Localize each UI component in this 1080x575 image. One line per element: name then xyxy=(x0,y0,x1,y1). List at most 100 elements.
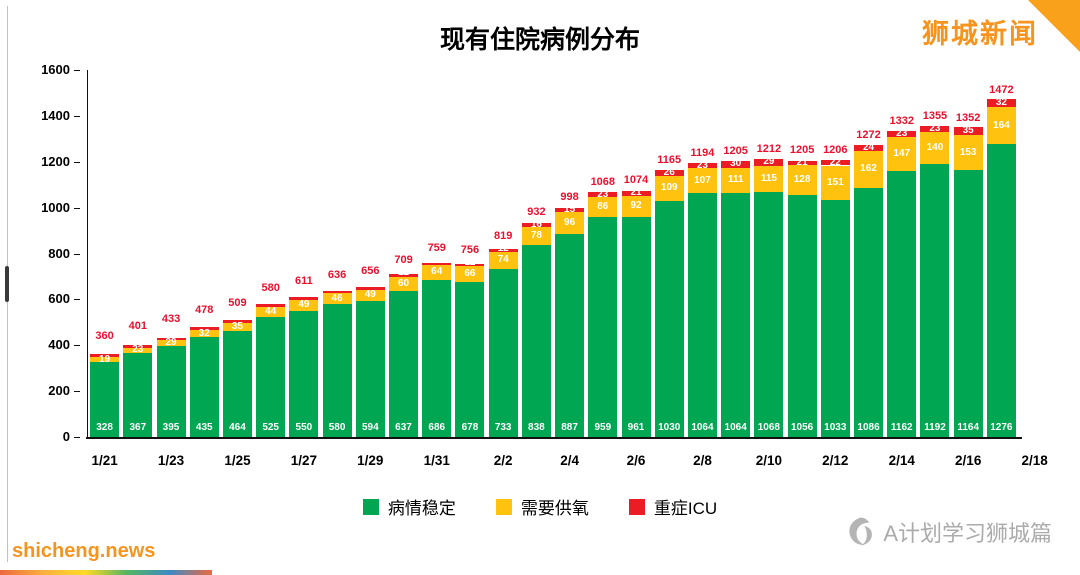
bar-value-stable: 525 xyxy=(262,422,279,433)
bar-total-label: 1352 xyxy=(955,111,981,124)
bar-value-icu: 32 xyxy=(995,97,1007,108)
bar-total-label: 1472 xyxy=(989,84,1014,96)
bar-value-stable: 1056 xyxy=(790,422,814,433)
bar-segment-oxygen xyxy=(787,165,817,195)
phoenix-bird-icon xyxy=(849,517,873,546)
legend-label-oxygen: 需要供氧 xyxy=(520,499,589,518)
bar-total-label: 1205 xyxy=(789,144,815,156)
bar-segment-stable xyxy=(289,310,319,437)
bar-segment-stable xyxy=(854,187,884,437)
x-axis-label: 2/18 xyxy=(1021,453,1048,468)
bar-segment-oxygen xyxy=(289,299,319,311)
bar-segment-icu xyxy=(953,126,983,135)
bar-total-label: 998 xyxy=(560,190,579,203)
bar-value-oxygen: 78 xyxy=(530,229,542,241)
bar-value-stable: 594 xyxy=(361,422,379,433)
y-axis: 0 200 400 600 800 1000 1200 1400 1600 xyxy=(24,62,84,444)
bar-value-stable: 1086 xyxy=(857,422,880,433)
bar-segment-stable xyxy=(322,304,352,437)
bar-value-icu: 12 xyxy=(298,288,310,300)
bar-segment-stable xyxy=(654,200,684,437)
bar-segment-oxygen xyxy=(189,329,219,338)
bar-total-label: 360 xyxy=(95,329,114,342)
bar-segment-stable xyxy=(920,163,950,437)
bar-segment-stable xyxy=(687,192,717,437)
bar-segment-oxygen xyxy=(123,347,153,353)
x-axis-label: 1/21 xyxy=(91,453,118,468)
bar-value-icu: 9 xyxy=(433,255,440,267)
bar-segment-icu xyxy=(854,145,884,151)
bar-segment-icu xyxy=(222,320,252,323)
watermark-shicheng: shicheng.news xyxy=(12,540,156,562)
y-axis-label: 400 xyxy=(48,337,70,353)
bar-segment-stable xyxy=(721,192,751,437)
bar-total-label: 1074 xyxy=(623,174,649,187)
bar-value-icu: 13 xyxy=(364,278,376,290)
y-axis-label: 1200 xyxy=(41,153,70,169)
bar-value-stable: 580 xyxy=(328,422,346,433)
bar-total-label: 1068 xyxy=(590,175,616,188)
bar-segment-oxygen xyxy=(588,197,618,217)
bar-value-icu: 10 xyxy=(231,309,243,321)
bar-value-oxygen: 29 xyxy=(165,337,177,349)
bar-value-stable: 550 xyxy=(295,422,313,433)
legend-swatch-icu xyxy=(628,498,645,515)
bar-value-stable: 838 xyxy=(528,422,545,433)
bar-segment-icu xyxy=(820,160,850,166)
bar-value-stable: 435 xyxy=(195,422,213,433)
y-axis-tick xyxy=(74,115,80,117)
bar-value-oxygen: 128 xyxy=(793,174,811,186)
bar-value-oxygen: 86 xyxy=(597,201,609,213)
bar-value-icu: 22 xyxy=(829,156,841,168)
x-axis-label: 2/16 xyxy=(955,453,982,468)
bar-segment-icu xyxy=(621,190,651,196)
x-axis-label: 2/12 xyxy=(822,453,849,468)
bar-segment-oxygen xyxy=(986,106,1016,145)
bar-total-label: 401 xyxy=(128,320,147,333)
bar-value-stable: 686 xyxy=(428,422,446,433)
bar-segment-icu xyxy=(887,131,917,137)
bar-segment-oxygen xyxy=(422,264,452,280)
bar-value-oxygen: 23 xyxy=(132,344,144,356)
bar-value-icu: 11 xyxy=(265,294,276,306)
x-axis: 1/21 1/23 1/25 1/27 1/29 1/31 2/2 2/4 2/6 2/8 2/10… xyxy=(88,437,1047,481)
bar-value-oxygen: 44 xyxy=(265,305,277,317)
bar-value-icu: 12 xyxy=(397,267,410,278)
bar-value-icu: 21 xyxy=(630,187,642,199)
bar-value-icu: 30 xyxy=(730,158,742,169)
legend-item-stable: 病情稳定 xyxy=(362,494,456,519)
x-axis-label: 1/23 xyxy=(157,453,185,468)
bar-total-label: 478 xyxy=(195,303,214,316)
bar-segment-oxygen xyxy=(953,134,983,170)
bar-segment-stable xyxy=(488,268,518,437)
bar-value-stable: 1162 xyxy=(890,422,913,433)
bar-value-oxygen: 151 xyxy=(826,176,844,188)
plot-area: 328 19 13 360 367 23 11 401 395 29 9 433 435 32 11 478 4… xyxy=(88,70,1018,437)
bar-value-stable: 395 xyxy=(162,422,180,433)
bar-segment-icu xyxy=(555,208,585,212)
bar-segment-icu xyxy=(90,354,120,358)
bar-segment-oxygen xyxy=(156,339,186,347)
y-axis-label: 600 xyxy=(48,291,70,307)
bar-value-icu: 29 xyxy=(763,156,775,168)
bar-segment-icu xyxy=(389,274,419,278)
legend-swatch-stable xyxy=(362,498,379,515)
x-axis-label: 1/25 xyxy=(224,453,251,468)
bar-total-label: 759 xyxy=(427,242,446,255)
bar-segment-oxygen xyxy=(687,168,717,193)
legend-item-oxygen: 需要供氧 xyxy=(495,494,589,519)
y-axis-tick xyxy=(74,345,80,347)
bar-segment-icu xyxy=(654,169,684,176)
y-axis-label: 1000 xyxy=(41,199,70,215)
bar-segment-stable xyxy=(123,352,153,437)
bar-segment-icu xyxy=(256,304,286,307)
bar-value-icu: 23 xyxy=(597,188,609,200)
bar-total-label: 580 xyxy=(261,281,280,294)
bar-total-label: 611 xyxy=(295,275,313,288)
bar-segment-stable xyxy=(355,300,385,437)
bar-segment-icu xyxy=(189,327,219,330)
bar-value-oxygen: 107 xyxy=(694,174,711,186)
bar-value-stable: 1033 xyxy=(824,422,847,433)
bar-value-stable: 961 xyxy=(627,422,645,433)
bar-value-stable: 1064 xyxy=(691,422,714,433)
